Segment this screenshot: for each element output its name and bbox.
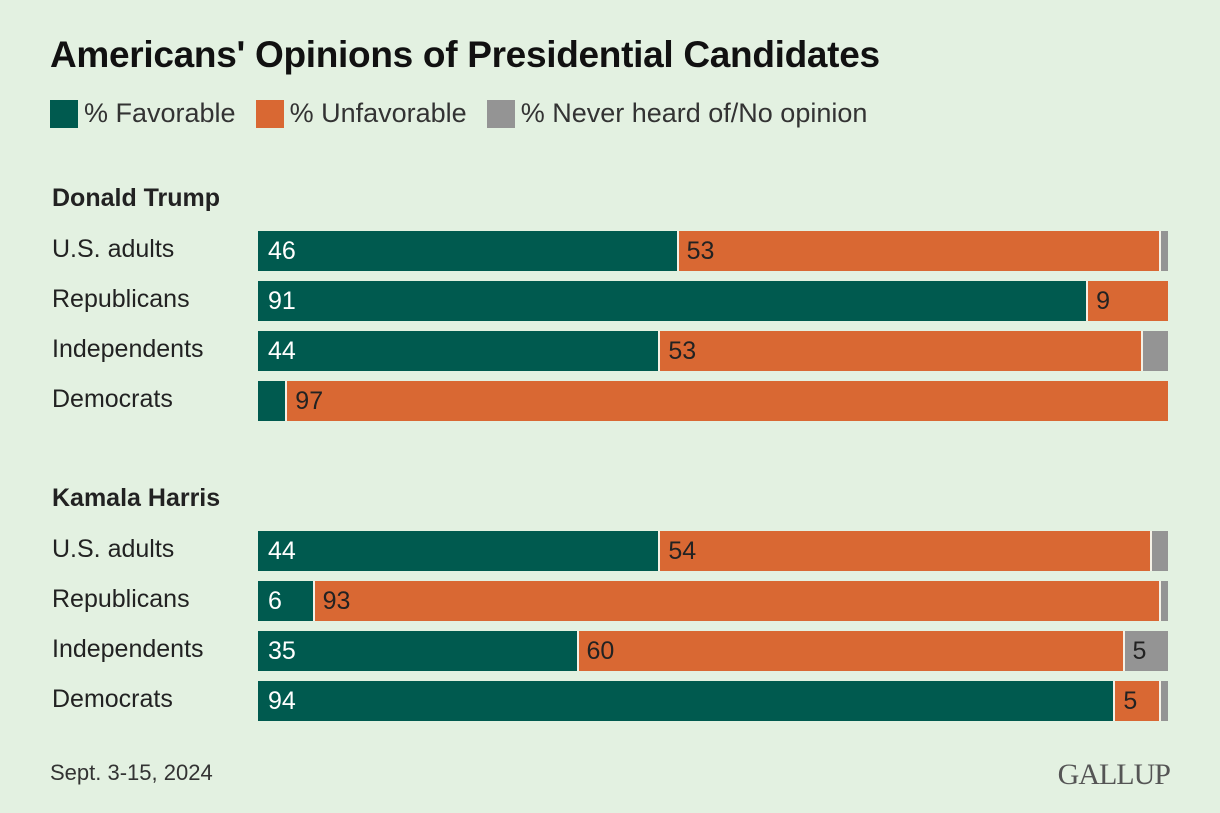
legend-swatch-no-opinion (486, 99, 515, 128)
bar-favorable (258, 381, 286, 421)
data-label-unfavorable: 93 (322, 587, 351, 615)
bar-no-opinion (1158, 681, 1168, 721)
bar-no-opinion (1122, 631, 1168, 671)
legend-label-favorable: % Favorable (84, 98, 236, 128)
bar-favorable (258, 331, 659, 371)
bar-unfavorable (1086, 281, 1168, 321)
bar-unfavorable (658, 531, 1150, 571)
data-label-unfavorable: 60 (586, 637, 615, 665)
bar-unfavorable (676, 231, 1159, 271)
data-label-favorable: 91 (268, 287, 296, 315)
bar-favorable (258, 281, 1087, 321)
data-label-favorable: 6 (268, 587, 282, 615)
legend-label-no-opinion: % Never heard of/No opinion (520, 98, 868, 128)
bar-favorable (258, 231, 677, 271)
data-label-unfavorable: 97 (295, 387, 324, 415)
bar-no-opinion (1158, 231, 1168, 271)
data-label-unfavorable: 5 (1123, 687, 1138, 715)
row-label: Republicans (52, 285, 190, 313)
bar-no-opinion (1140, 331, 1168, 371)
row-label: U.S. adults (52, 235, 175, 263)
data-label-unfavorable: 54 (668, 537, 697, 565)
bar-unfavorable (658, 331, 1141, 371)
data-label-unfavorable: 9 (1096, 287, 1110, 315)
data-label-unfavorable: 53 (686, 237, 715, 265)
group-title: Donald Trump (52, 184, 221, 212)
data-label-no-opinion: 5 (1132, 637, 1147, 665)
data-label-favorable: 44 (268, 337, 296, 365)
row-label: Republicans (52, 585, 190, 613)
legend-swatch-favorable (50, 99, 78, 128)
legend-label-unfavorable: % Unfavorable (289, 98, 467, 128)
data-label-favorable: 46 (268, 237, 296, 265)
data-label-unfavorable: 53 (668, 337, 697, 365)
bar-no-opinion (1158, 581, 1168, 621)
row-label: U.S. adults (52, 535, 175, 563)
bar-unfavorable (312, 581, 1159, 621)
gallup-logo: GALLUP (1057, 758, 1171, 791)
bar-unfavorable (285, 381, 1168, 421)
bar-favorable (258, 631, 577, 671)
legend: % Favorable % Unfavorable % Never heard … (50, 98, 887, 129)
survey-date: Sept. 3-15, 2024 (50, 760, 213, 785)
bar-favorable (258, 581, 313, 621)
legend-swatch-unfavorable (255, 99, 284, 128)
row-label: Democrats (52, 385, 173, 413)
bar-unfavorable (1113, 681, 1159, 721)
bar-unfavorable (576, 631, 1123, 671)
data-label-favorable: 35 (268, 637, 296, 665)
legend-item-favorable: % Favorable (50, 98, 236, 129)
chart-title: Americans' Opinions of Presidential Cand… (50, 34, 880, 75)
bar-favorable (258, 531, 659, 571)
bar-no-opinion (1149, 531, 1168, 571)
data-label-favorable: 94 (268, 687, 296, 715)
row-label: Independents (52, 335, 204, 363)
legend-item-unfavorable: % Unfavorable (255, 98, 467, 129)
bar-favorable (258, 681, 1114, 721)
legend-item-no-opinion: % Never heard of/No opinion (486, 98, 868, 129)
row-label: Democrats (52, 685, 173, 713)
group-title: Kamala Harris (52, 484, 221, 512)
data-label-favorable: 44 (268, 537, 296, 565)
row-label: Independents (52, 635, 204, 663)
